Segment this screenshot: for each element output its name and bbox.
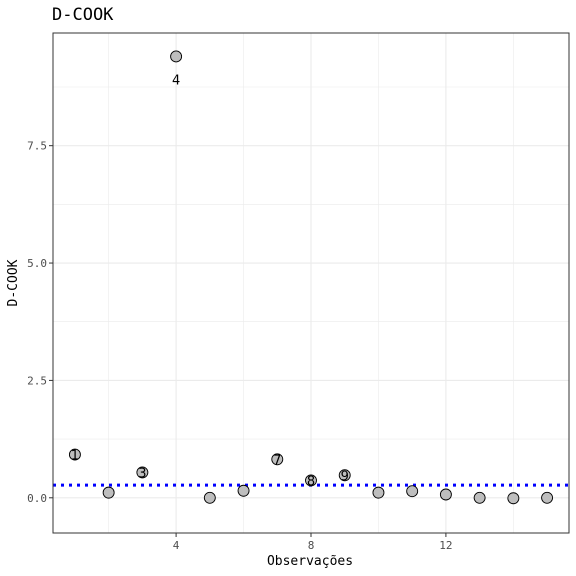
- point-label: 4: [172, 73, 180, 88]
- data-point: [68, 448, 81, 461]
- data-point: [203, 491, 216, 504]
- y-tick-label: 0.0: [27, 492, 47, 505]
- data-point: [338, 469, 351, 482]
- x-tick-label: 4: [173, 539, 180, 552]
- y-axis: 0.0 2.5 5.0 7.5: [27, 140, 53, 505]
- y-tick-label: 5.0: [27, 257, 47, 270]
- point-label: 8: [307, 474, 315, 489]
- point-labels-layer: 1 3 4 7 8 9: [71, 73, 349, 489]
- point-label: 9: [341, 469, 349, 484]
- data-point: [170, 50, 183, 63]
- data-point: [102, 486, 115, 499]
- data-point: [372, 486, 385, 499]
- grid-major: [53, 33, 569, 533]
- y-tick-label: 2.5: [27, 374, 47, 387]
- point-label: 7: [273, 453, 281, 468]
- chart-title: D-COOK: [52, 5, 114, 25]
- x-axis-title: Observações: [267, 554, 353, 569]
- x-tick-label: 12: [439, 539, 452, 552]
- y-axis-title: D-COOK: [6, 259, 21, 306]
- data-point: [541, 491, 554, 504]
- data-point: [473, 491, 486, 504]
- x-axis: 4 8 12: [173, 533, 453, 552]
- y-tick-label: 7.5: [27, 140, 47, 153]
- point-label: 3: [138, 466, 146, 481]
- point-label: 1: [71, 449, 79, 464]
- data-point: [406, 485, 419, 498]
- data-point: [439, 488, 452, 501]
- data-point: [237, 484, 250, 497]
- data-point: [271, 453, 284, 466]
- data-point: [305, 474, 317, 487]
- x-tick-label: 8: [308, 539, 315, 552]
- points-layer: [68, 50, 554, 505]
- data-point: [136, 466, 149, 479]
- data-point: [507, 492, 520, 505]
